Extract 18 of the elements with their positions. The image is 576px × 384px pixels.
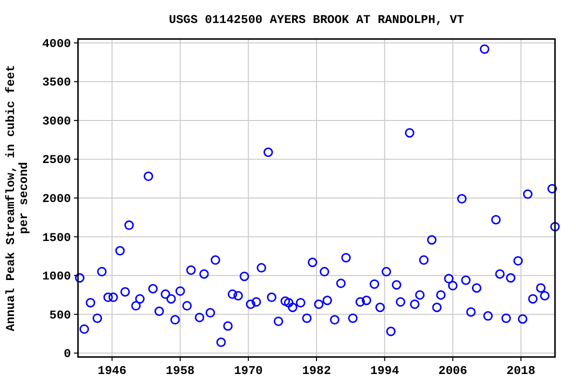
y-tick-label: 2000 bbox=[42, 192, 71, 206]
x-tick-label: 1970 bbox=[234, 364, 263, 378]
y-tick-label: 4000 bbox=[42, 36, 71, 51]
y-tick-label: 2500 bbox=[42, 153, 71, 168]
y-tick-label: 1000 bbox=[42, 270, 71, 284]
x-tick-label: 2006 bbox=[438, 364, 468, 378]
y-axis-title: Annual Peak Streamflow, in cubic feet per second bbox=[4, 64, 31, 332]
x-tick-label: 1958 bbox=[166, 364, 195, 378]
y-tick-label: 3000 bbox=[42, 114, 71, 128]
x-tick-label: 1946 bbox=[98, 364, 126, 378]
y-tick-label: 3500 bbox=[42, 76, 71, 90]
x-tick-label: 2018 bbox=[506, 364, 536, 378]
x-tick-label: 1994 bbox=[370, 364, 400, 378]
y-tick-label: 500 bbox=[49, 308, 71, 322]
y-tick-label: 1500 bbox=[42, 230, 71, 245]
chart-title: USGS 01142500 AYERS BROOK AT RANDOLPH, VT bbox=[168, 13, 464, 27]
y-tick-label: 0 bbox=[64, 347, 71, 362]
x-tick-label: 1982 bbox=[302, 364, 331, 378]
